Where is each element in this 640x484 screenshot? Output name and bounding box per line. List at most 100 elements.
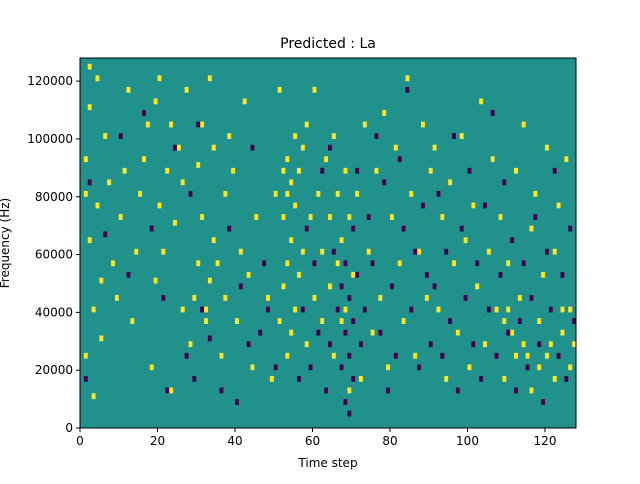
heatmap-cell xyxy=(153,277,158,284)
heatmap-cell xyxy=(382,110,387,116)
heatmap-cell xyxy=(266,306,270,313)
heatmap-cell xyxy=(552,167,557,174)
heatmap-cell xyxy=(281,167,286,174)
heatmap-cell xyxy=(409,190,414,197)
heatmap-cell xyxy=(467,364,472,371)
heatmap-cell xyxy=(347,410,352,417)
heatmap-cell xyxy=(320,248,325,255)
heatmap-cell xyxy=(537,318,542,324)
heatmap-cell xyxy=(192,295,197,301)
heatmap-cell xyxy=(359,375,363,382)
heatmap-cell xyxy=(347,387,352,394)
heatmap-cell xyxy=(502,318,507,324)
heatmap-cell xyxy=(510,329,515,336)
heatmap-cell xyxy=(235,318,239,324)
heatmap-cell xyxy=(537,364,542,371)
y-tick-label: 40000 xyxy=(35,305,73,319)
heatmap-cell xyxy=(339,283,344,290)
heatmap-cell xyxy=(525,352,530,359)
heatmap-cell xyxy=(227,225,232,232)
heatmap-background xyxy=(80,58,576,428)
heatmap-cell xyxy=(304,121,309,128)
heatmap-cell xyxy=(83,375,88,382)
heatmap-cell xyxy=(459,225,464,232)
heatmap-cell xyxy=(238,248,243,255)
heatmap-cell xyxy=(200,214,205,220)
heatmap-cell xyxy=(118,133,123,139)
heatmap-cell xyxy=(490,156,495,163)
heatmap-cell xyxy=(215,260,220,267)
heatmap-cell xyxy=(196,121,201,128)
heatmap-cell xyxy=(285,156,290,163)
heatmap-cell xyxy=(324,156,329,163)
heatmap-cell xyxy=(560,329,565,336)
heatmap-cell xyxy=(192,375,197,382)
heatmap-cell xyxy=(262,260,267,267)
heatmap-cell xyxy=(421,202,425,209)
heatmap-cell xyxy=(188,190,193,197)
heatmap-cell xyxy=(238,283,243,290)
heatmap-cell xyxy=(552,248,557,255)
heatmap-cell xyxy=(83,156,88,163)
heatmap-cell xyxy=(521,260,526,267)
heatmap-cell xyxy=(393,352,398,359)
heatmap-cell xyxy=(219,352,224,359)
heatmap-cell xyxy=(180,179,185,186)
heatmap-cell xyxy=(273,364,278,371)
heatmap-cell xyxy=(351,225,356,232)
heatmap-cell xyxy=(362,306,367,313)
heatmap-cell xyxy=(545,248,549,255)
heatmap-cell xyxy=(281,214,286,220)
heatmap-cell xyxy=(343,329,348,336)
heatmap-cell xyxy=(111,260,115,267)
heatmap-cell xyxy=(339,318,344,324)
heatmap-cell xyxy=(436,190,441,197)
heatmap-cell xyxy=(545,144,549,151)
heatmap-cell xyxy=(378,295,383,301)
heatmap-cell xyxy=(300,306,305,313)
y-tick-label: 60000 xyxy=(35,248,73,262)
heatmap-cell xyxy=(436,306,441,313)
heatmap-cell xyxy=(200,306,205,313)
heatmap-cell xyxy=(483,341,487,348)
heatmap-cell xyxy=(211,144,216,151)
heatmap-cell xyxy=(390,283,394,290)
heatmap-cell xyxy=(382,179,387,186)
heatmap-cell xyxy=(335,190,340,197)
heatmap-cell xyxy=(165,167,170,174)
heatmap-cell xyxy=(486,248,491,255)
heatmap-cell xyxy=(328,214,332,220)
y-tick-label: 100000 xyxy=(27,132,73,146)
heatmap-cell xyxy=(227,133,232,139)
y-axis-label: Frequency (Hz) xyxy=(0,198,12,289)
heatmap-cell xyxy=(448,179,453,186)
heatmap-cell xyxy=(370,329,375,336)
x-axis-label: Time step xyxy=(297,456,357,470)
heatmap-cell xyxy=(548,341,553,348)
heatmap-cell xyxy=(211,237,216,244)
heatmap-cell xyxy=(223,295,228,301)
heatmap-cell xyxy=(320,318,325,324)
heatmap-cell xyxy=(366,214,371,220)
heatmap-cell xyxy=(169,387,174,394)
heatmap-cell xyxy=(424,271,429,278)
heatmap-cell xyxy=(331,133,336,139)
heatmap-cell xyxy=(200,121,205,128)
heatmap-cell xyxy=(142,110,146,116)
heatmap-cell xyxy=(428,341,433,348)
heatmap-cell xyxy=(316,329,321,336)
heatmap-cell xyxy=(556,202,561,209)
heatmap-cell xyxy=(95,75,100,82)
heatmap-cell xyxy=(471,202,476,209)
heatmap-cell xyxy=(246,271,251,278)
heatmap-cell xyxy=(126,86,131,93)
heatmap-cell xyxy=(413,248,418,255)
heatmap-cell xyxy=(417,364,422,371)
heatmap-cell xyxy=(304,341,309,348)
heatmap-cell xyxy=(328,144,332,151)
heatmap-cell xyxy=(343,306,348,313)
heatmap-cell xyxy=(510,237,515,244)
heatmap-cell xyxy=(134,248,139,255)
heatmap-cell xyxy=(359,341,363,348)
